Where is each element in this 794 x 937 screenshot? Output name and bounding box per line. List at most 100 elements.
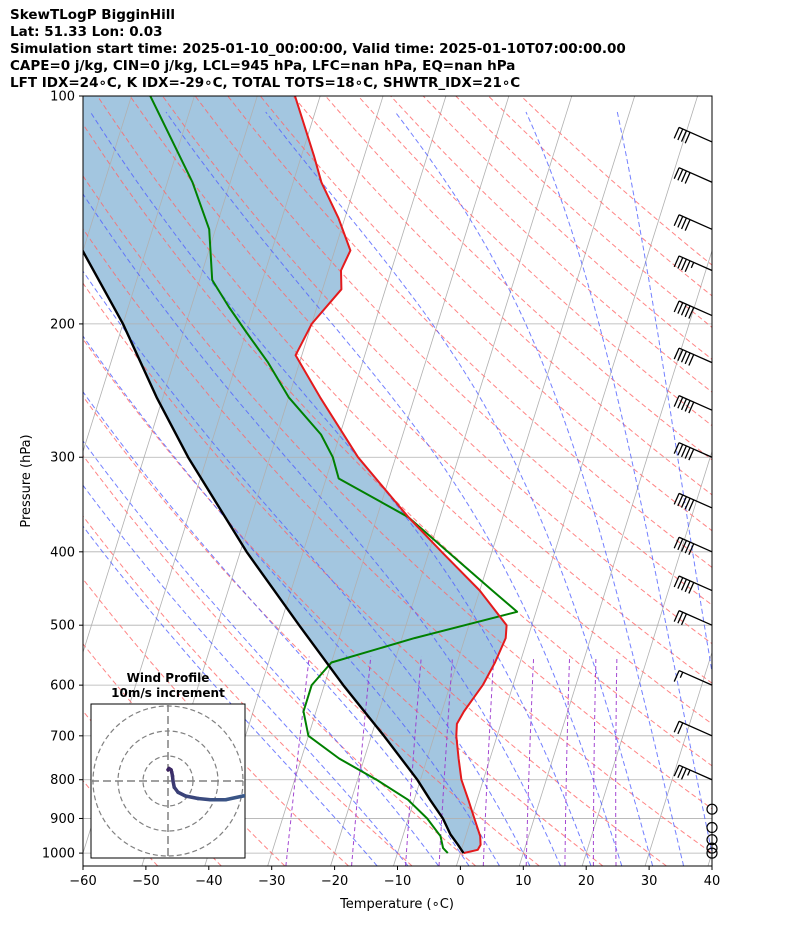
- wind-barb: [673, 492, 713, 512]
- wind-barb: [673, 720, 713, 737]
- barb-feather: [680, 445, 687, 458]
- barb-feather: [680, 398, 687, 411]
- moist-adiabat: [89, 111, 592, 866]
- barb-feather: [680, 170, 687, 183]
- barb-feather: [677, 169, 684, 181]
- barb-feather: [680, 496, 687, 508]
- cin-cape-shading: [83, 96, 507, 854]
- y-tick-label: 400: [50, 545, 75, 560]
- barb-feather: [680, 258, 687, 271]
- y-tick-label: 1000: [42, 847, 75, 862]
- barb-feather: [684, 352, 691, 365]
- barb-feather: [677, 611, 684, 624]
- barb-feather: [677, 494, 684, 507]
- x-tick-label: 40: [704, 874, 721, 889]
- barb-staff: [678, 347, 713, 364]
- parcel-path-line: [83, 248, 465, 854]
- barb-feather: [677, 128, 684, 141]
- barb-feather: [673, 575, 680, 588]
- barb-staff: [678, 536, 713, 553]
- chart-header: SkewTLogP BigginHill Lat: 51.33 Lon: 0.0…: [10, 7, 626, 92]
- dry-adiabat: [83, 123, 712, 767]
- x-tick-label: −10: [384, 874, 411, 889]
- wind-barb: [673, 575, 713, 594]
- barb-feather: [673, 493, 680, 505]
- dry-adiabat: [520, 96, 712, 266]
- dry-adiabat: [455, 96, 712, 328]
- mixing-ratio-line: [525, 656, 535, 866]
- y-tick-label: 900: [50, 812, 75, 827]
- barb-staff: [678, 167, 713, 183]
- dry-adiabat: [83, 228, 712, 854]
- dry-adiabat: [83, 578, 349, 866]
- barb-feather: [673, 395, 680, 407]
- hodograph-body: [91, 704, 245, 858]
- moist-adiabat: [83, 270, 531, 866]
- moist-adiabat: [525, 111, 712, 856]
- y-tick-label: 300: [50, 451, 75, 466]
- moist-adiabat: [83, 440, 439, 866]
- x-tick-label: −30: [258, 874, 285, 889]
- barb-feather: [673, 764, 680, 777]
- barb-feather: [684, 131, 691, 144]
- hodograph-title: Wind Profile: [127, 671, 210, 685]
- isotherm--30: [267, 96, 510, 866]
- barb-feather: [680, 768, 687, 780]
- title-times: Simulation start time: 2025-01-10_00:00:…: [10, 41, 626, 57]
- barb-feather: [673, 537, 680, 549]
- title-location: Lat: 51.33 Lon: 0.03: [10, 24, 163, 40]
- barb-feather: [688, 307, 695, 319]
- barb-feather: [677, 722, 684, 735]
- hodograph-trace-segment: [183, 794, 200, 801]
- x-tick-label: −20: [321, 874, 348, 889]
- mixing-ratio-line: [564, 656, 571, 866]
- moist-adiabat: [165, 111, 623, 866]
- hodograph-subtitle: 10m/s increment: [111, 686, 225, 700]
- dry-adiabat: [422, 96, 712, 360]
- wind-barb: [673, 300, 713, 319]
- barb-feather: [677, 349, 684, 361]
- dry-adiabat: [162, 96, 712, 645]
- barb-feather: [673, 721, 680, 733]
- wind-barb: [673, 167, 713, 184]
- x-tick-label: −40: [195, 874, 222, 889]
- wind-barb: [673, 442, 713, 461]
- barb-feather: [684, 497, 691, 510]
- barb-feather: [673, 127, 680, 139]
- isotherm-10: [518, 249, 712, 866]
- barb-staff: [678, 669, 713, 686]
- barb-feather: [673, 300, 680, 313]
- y-tick-label: 600: [50, 679, 75, 694]
- barb-feather: [684, 260, 691, 273]
- barb-feather: [688, 499, 695, 512]
- barb-feather: [677, 766, 684, 779]
- barb-staff: [678, 610, 713, 626]
- barb-feather: [684, 580, 691, 593]
- mixing-ratio-line: [482, 656, 495, 866]
- isotherm-40: [707, 851, 712, 866]
- barb-feather: [677, 577, 684, 589]
- y-tick-label: 700: [50, 729, 75, 744]
- isotherm--70: [83, 96, 258, 654]
- dry-adiabat: [292, 96, 712, 496]
- barb-feather: [680, 217, 687, 230]
- barb-staff: [678, 395, 713, 411]
- barb-feather: [680, 613, 687, 626]
- isotherm--110: [0, 96, 6, 866]
- mixing-ratio-line: [285, 656, 310, 866]
- isotherm--10: [393, 96, 636, 866]
- dry-adiabat: [325, 96, 712, 461]
- dry-adiabat: [83, 515, 413, 866]
- barb-staff: [678, 300, 713, 317]
- isotherm-20: [581, 450, 712, 866]
- barb-feather: [680, 304, 687, 316]
- x-axis-label: Temperature (∘C): [339, 897, 454, 912]
- dry-adiabat: [83, 454, 477, 866]
- barb-feather: [673, 442, 680, 454]
- barb-feather: [680, 540, 687, 552]
- wind-barb: [673, 255, 713, 273]
- y-tick-label: 800: [50, 773, 75, 788]
- hodograph-trace-segment: [223, 794, 245, 802]
- isotherm--80: [83, 96, 195, 453]
- dry-adiabat: [83, 175, 712, 810]
